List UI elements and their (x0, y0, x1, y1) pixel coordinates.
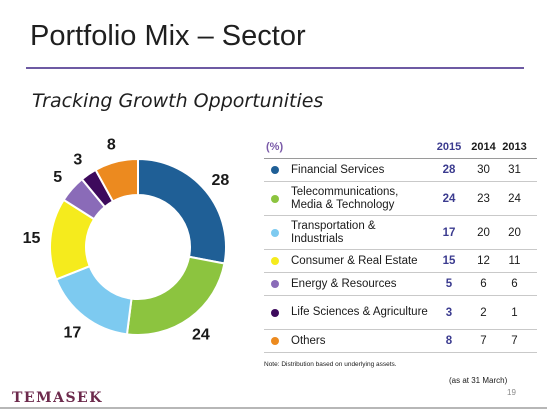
unit-label: (%) (266, 141, 284, 153)
value-2015: 5 (445, 278, 453, 290)
value-2014: 2 (480, 306, 487, 319)
footer-divider (0, 407, 547, 409)
value-2013: 24 (508, 192, 521, 205)
header-divider (264, 158, 537, 159)
year-header-2014: 2014 (471, 141, 496, 153)
table-row: Telecommunications, Media & Technology 24… (264, 182, 537, 216)
table-body: Financial Services 28 30 31 Telecommunicatio… (264, 159, 537, 353)
slice-value-label: 24 (192, 327, 210, 344)
page-number: 19 (507, 388, 516, 397)
as-at-date: (as at 31 March) (449, 376, 508, 385)
table-row: Consumer & Real Estate 15 12 11 (264, 250, 537, 273)
value-2014: 7 (480, 335, 487, 347)
value-2015: 15 (442, 255, 456, 267)
slide-title: Portfolio Mix – Sector (30, 20, 306, 52)
legend-dot-icon (271, 257, 279, 265)
value-2013: 11 (508, 255, 521, 267)
legend-dot-icon (271, 308, 279, 317)
legend-dot-icon (271, 228, 279, 237)
temasek-logo: TEMASEK (12, 390, 103, 406)
slide-subtitle: Tracking Growth Opportunities (32, 90, 324, 112)
table-row: Financial Services 28 30 31 (264, 159, 537, 182)
slice-value-label: 5 (53, 169, 62, 186)
table-header: (%) 2015 2014 2013 (264, 141, 537, 157)
value-2013: 20 (508, 226, 521, 239)
slice-value-label: 17 (64, 325, 82, 342)
sector-label: Consumer & Real Estate (291, 254, 418, 267)
sector-label: Life Sciences & Agriculture (291, 306, 428, 318)
legend-dot-icon (271, 337, 279, 345)
value-2014: 12 (477, 255, 490, 267)
value-2013: 6 (511, 278, 518, 290)
table-row: Transportation & Industrials 17 20 20 (264, 216, 537, 250)
legend-dot-icon (271, 166, 279, 174)
sector-donut-chart: 28 24 17 15 53 8 (23, 136, 230, 344)
sector-label: Energy & Resources (291, 277, 397, 290)
slice-value-label: 28 (212, 172, 230, 189)
table-row: Energy & Resources 5 6 6 (264, 273, 537, 296)
slice-value-label: 3 (73, 152, 82, 169)
value-2014: 30 (477, 164, 490, 176)
value-2014: 20 (477, 226, 490, 239)
value-2015: 24 (442, 192, 456, 205)
sector-label: Transportation & Industrials (291, 219, 376, 245)
year-header-2013: 2013 (502, 141, 527, 153)
sector-table: (%) 2015 2014 2013 Financial Services 28 3… (264, 141, 537, 353)
sector-label: Others (291, 334, 326, 347)
legend-dot-icon (271, 194, 279, 203)
sector-label: Telecommunications, Media & Technology (291, 185, 399, 211)
table-row: Others 8 7 7 (264, 330, 537, 353)
value-2014: 6 (480, 278, 487, 290)
table-row: Life Sciences & Agriculture 3 2 1 (264, 296, 537, 330)
footnote: Note: Distribution based on underlying a… (264, 361, 397, 368)
slice-value-label: 8 (107, 136, 116, 153)
value-2013: 1 (511, 306, 518, 319)
donut-slice (125, 255, 226, 336)
title-divider (26, 67, 524, 69)
value-2013: 31 (508, 164, 521, 176)
value-2015: 3 (445, 306, 453, 319)
donut-slice (94, 157, 139, 203)
legend-dot-icon (271, 280, 279, 288)
slice-value-label: 15 (23, 230, 41, 247)
sector-label: Financial Services (291, 163, 385, 176)
value-2015: 28 (442, 164, 456, 176)
year-header-2015: 2015 (436, 141, 462, 153)
value-2013: 7 (511, 335, 518, 347)
value-2015: 8 (445, 335, 453, 347)
value-2015: 17 (442, 226, 456, 239)
value-2014: 23 (477, 192, 490, 205)
